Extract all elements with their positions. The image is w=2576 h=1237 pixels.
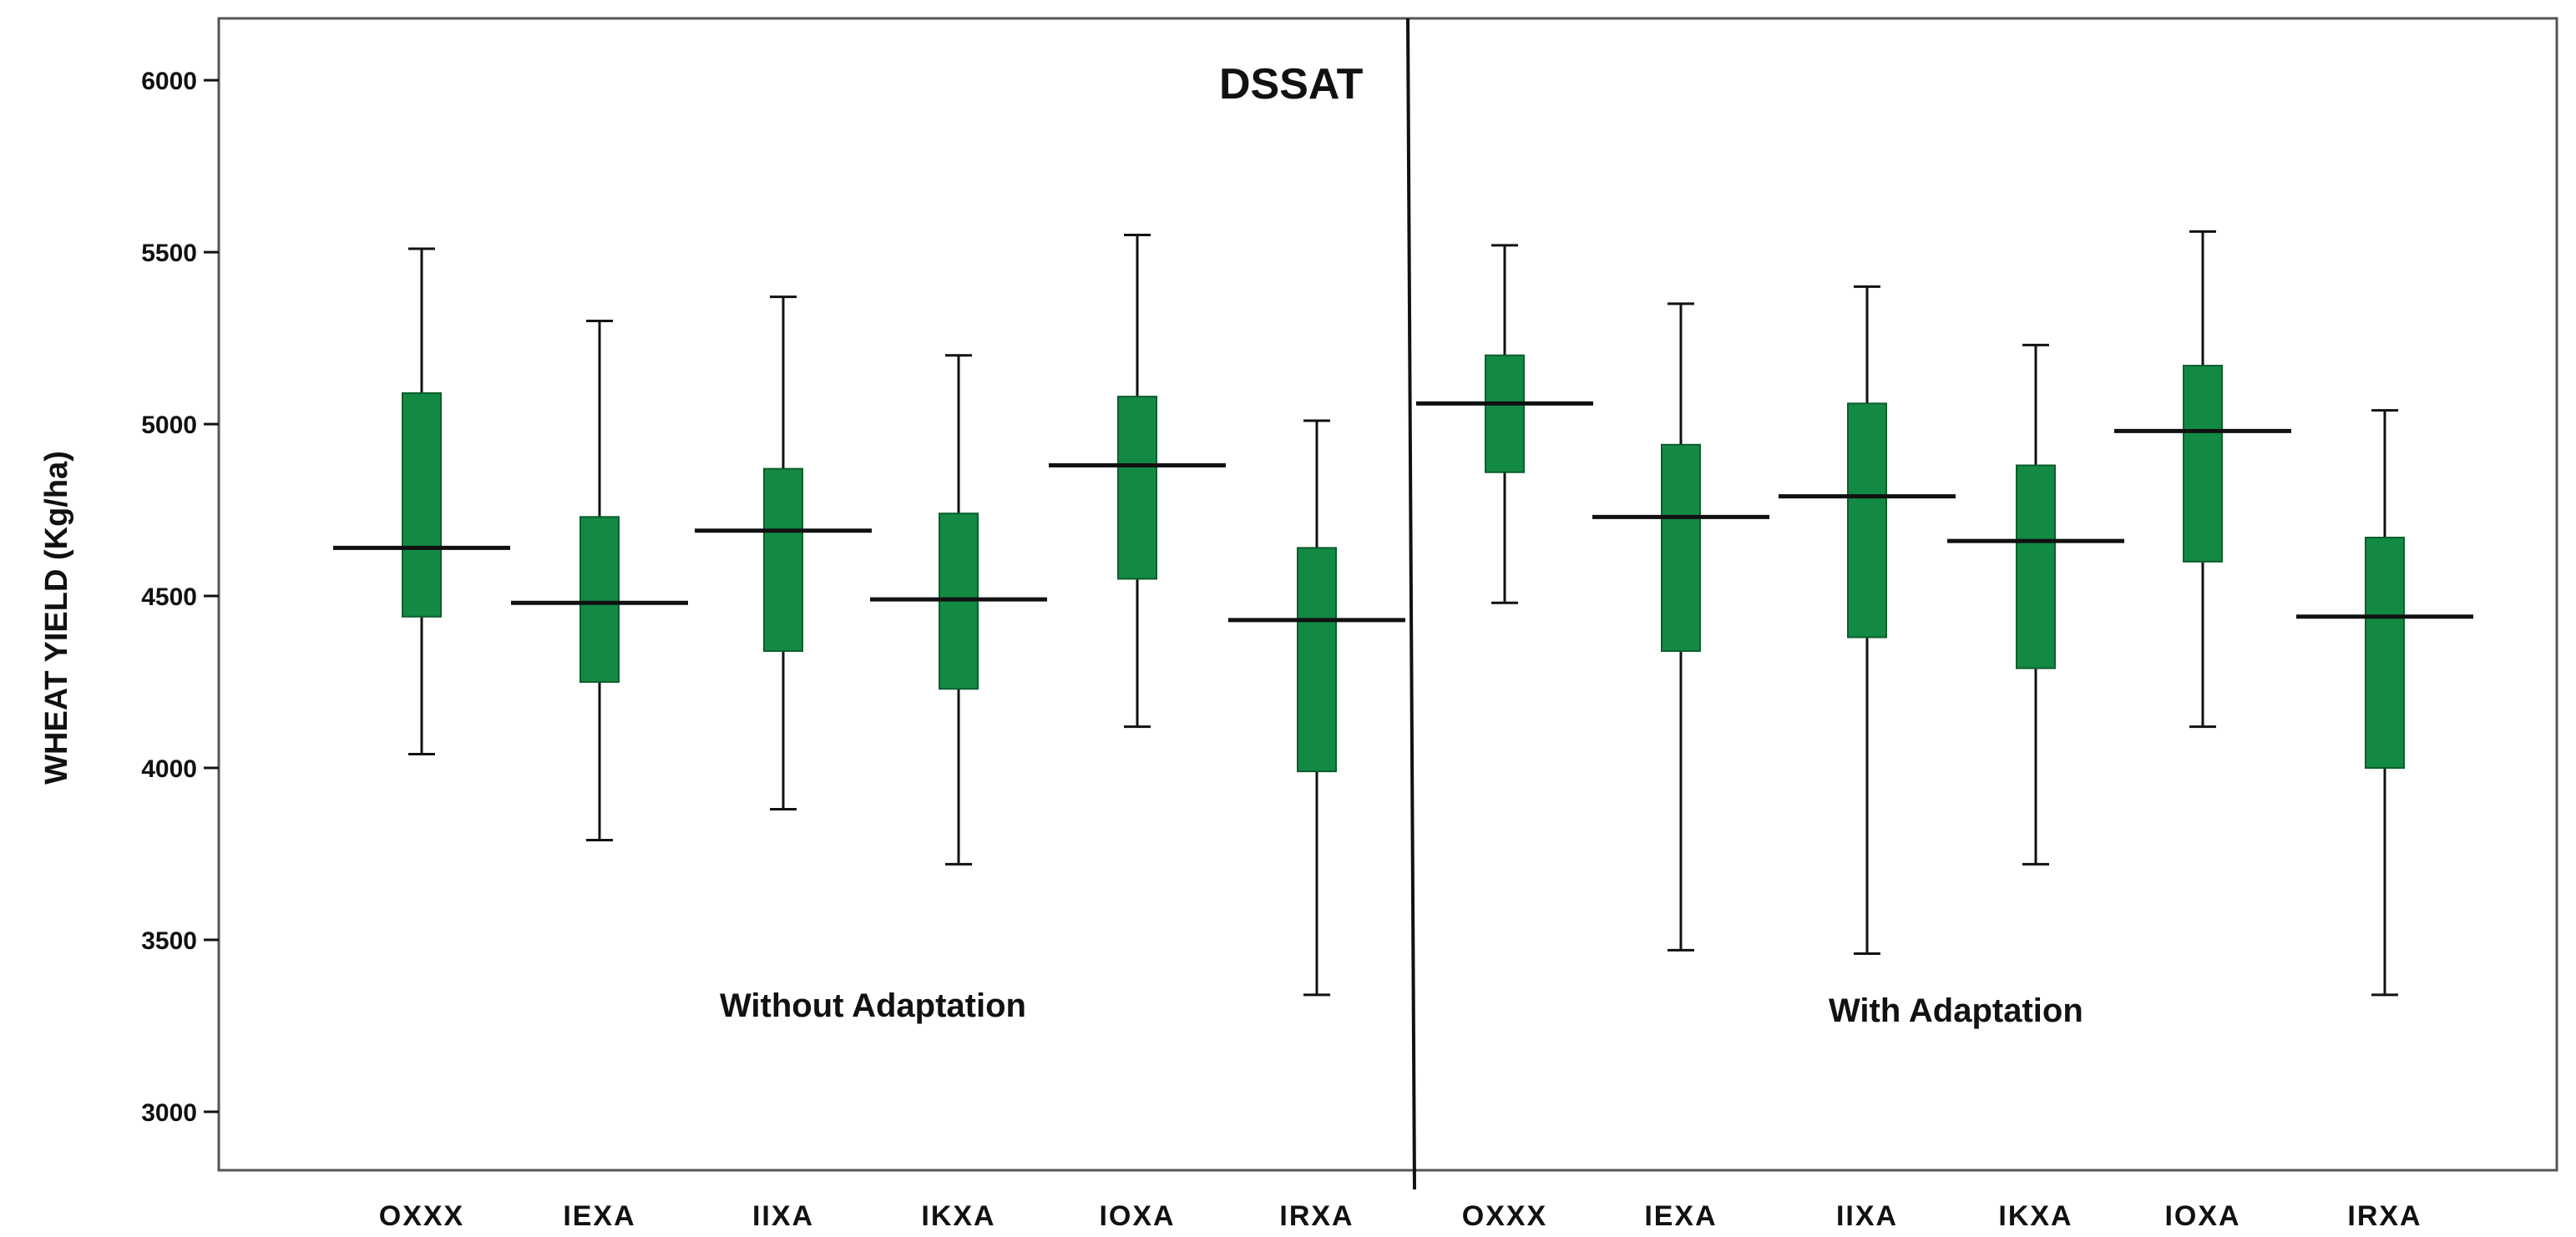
x-category-label: IEXA (1644, 1200, 1717, 1232)
y-tick-label: 3500 (141, 927, 197, 955)
box-iqr (1485, 354, 1525, 473)
y-tick-label: 5000 (141, 411, 197, 439)
chart-title: DSSAT (1219, 60, 1364, 109)
group-label-without-adaptation: Without Adaptation (720, 987, 1026, 1024)
plot-frame (217, 17, 2558, 1172)
x-category-label: OXXX (1462, 1200, 1547, 1232)
box-iqr (1847, 402, 1887, 639)
group-label-with-adaptation: With Adaptation (1829, 992, 2083, 1029)
box-iqr (763, 467, 803, 652)
x-category-label: IKXA (1998, 1200, 2072, 1232)
x-axis-categories: OXXX IEXA IIXA IKXA IOXA IRXA OXXX IEXA IIXA IKXA… (379, 1200, 2422, 1232)
x-category-label: IIXA (1836, 1200, 1898, 1232)
x-category-label: IIXA (752, 1200, 814, 1232)
box-iqr (1661, 443, 1701, 652)
x-category-label: IRXA (2347, 1200, 2422, 1232)
x-category-label: IKXA (921, 1200, 995, 1232)
y-tick-label: 3000 (141, 1099, 197, 1127)
box-iqr (2183, 365, 2223, 563)
x-category-label: IOXA (1099, 1200, 1175, 1232)
y-tick-label: 4500 (141, 583, 197, 611)
y-axis-label: WHEAT YIELD (Kg/ha) (39, 451, 74, 785)
x-category-label: IOXA (2164, 1200, 2240, 1232)
box-iqr (1117, 396, 1157, 580)
y-tick-label: 5500 (141, 240, 197, 267)
box-iqr (2016, 464, 2056, 669)
group-divider (1406, 18, 1416, 1190)
x-category-label: OXXX (379, 1200, 464, 1232)
box-iqr (579, 516, 620, 684)
box-iqr (1297, 547, 1337, 773)
y-axis-ticks: 3000 3500 4000 4500 5000 5500 6000 (141, 68, 219, 1127)
x-category-label: IRXA (1279, 1200, 1354, 1232)
y-tick-label: 6000 (141, 68, 197, 95)
x-category-label: IEXA (563, 1200, 635, 1232)
box-iqr (2365, 537, 2405, 770)
box-series (333, 230, 2473, 997)
y-tick-label: 4000 (141, 755, 197, 783)
box-iqr (402, 392, 442, 618)
